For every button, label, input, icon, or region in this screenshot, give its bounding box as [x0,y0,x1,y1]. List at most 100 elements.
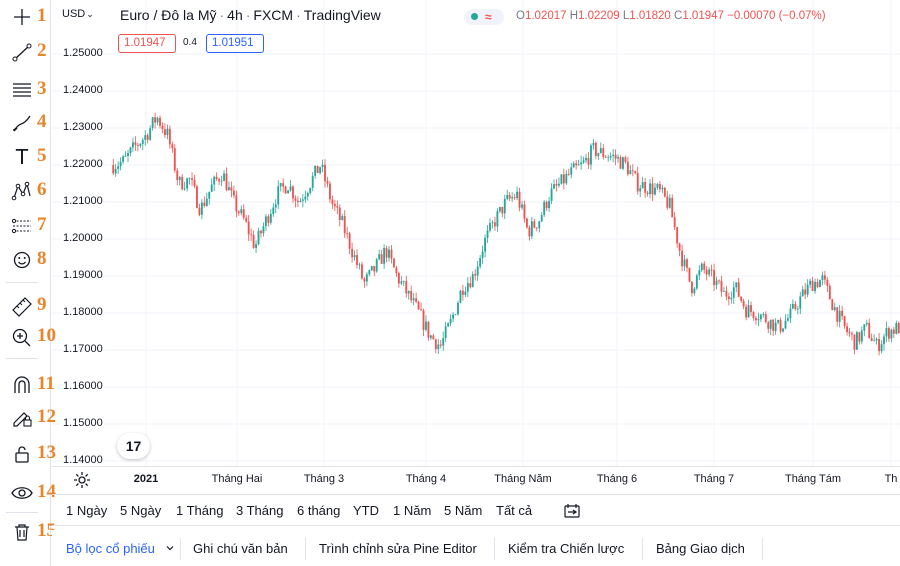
candle-body [262,226,265,234]
prediction-tool[interactable]: 7 [0,211,51,241]
bottom-panel-tabs: Bộ lọc cổ phiếu Ghi chú văn bản Trình chỉn… [52,530,900,566]
price-tick-label: 1.19000 [62,269,104,281]
range-button[interactable]: 3 Tháng [236,503,284,518]
candle-body [883,336,885,345]
candle-body [498,206,501,212]
candle-body [560,174,563,184]
time-tick-label: Tháng 3 [303,473,345,485]
price-scale[interactable]: 1.25000 1.24000 1.23000 1.22000 1.21000 1.200… [52,0,112,470]
candle-body [449,318,452,324]
candle-body [282,183,285,187]
range-button[interactable]: 5 Năm [444,503,483,518]
candle-body [129,147,132,153]
candle-body [390,249,393,259]
candle-body [767,322,770,329]
bottom-tab[interactable]: Ghi chú văn bản [193,541,288,556]
range-button[interactable]: 6 tháng [297,503,341,518]
candle-body [176,170,179,180]
candle-body [688,267,691,282]
candle-body [294,198,297,201]
interval-label: 4h [227,7,243,23]
bottom-tab[interactable]: Kiểm tra Chiến lược [508,541,625,556]
bottom-tab[interactable]: Bảng Giao dịch [656,541,745,556]
gear-icon[interactable] [72,470,92,490]
candle-body [535,227,538,229]
buy-price-button[interactable]: 1.01951 [206,34,264,53]
range-button[interactable]: 1 Năm [393,503,432,518]
text-tool[interactable]: T 5 [0,142,51,172]
candle-body [309,187,312,193]
candle-body [848,332,851,334]
candle-body [875,338,878,341]
price-tick-label: 1.16000 [62,380,104,392]
candle-body [873,340,876,342]
separator-dot: · [296,7,301,23]
emoji-tool[interactable]: 8 [0,245,51,275]
candle-body [181,176,184,190]
candle-body [698,270,701,276]
time-tick-label: Tháng Tám [784,473,842,485]
sell-price-button[interactable]: 1.01947 [118,34,176,53]
range-button[interactable]: 1 Ngày [66,503,108,518]
range-button[interactable]: 5 Ngày [120,503,162,518]
candle-body [146,135,149,140]
symbol-name: Euro / Đô la Mỹ [120,7,217,23]
candle-body [521,204,523,208]
candle-body [447,323,450,327]
candle-body [365,274,368,282]
candle-body [858,332,861,342]
candle-body [663,187,666,197]
candle-body [863,324,866,331]
candle-body [299,200,302,202]
magnet-tool[interactable]: 11 [0,370,55,400]
brush-tool[interactable]: 4 [0,108,51,138]
candle-body [437,344,440,350]
candle-body [491,222,494,224]
candle-body [304,196,307,200]
candle-body [661,187,664,190]
candle-body [415,298,418,302]
chevron-down-icon[interactable] [165,543,175,553]
candle-body [703,263,706,270]
tool-number: 14 [37,481,56,502]
symbol-title[interactable]: Euro / Đô la Mỹ · 4h · FXCM · TradingView [120,7,381,23]
time-scale[interactable]: 2021 Tháng Hai Tháng 3 Tháng 4 Tháng Năm Thán… [52,466,900,492]
candle-body [119,161,122,167]
range-button[interactable]: Tất cả [496,503,533,518]
tradingview-logo[interactable]: 17 [117,433,150,459]
bottom-tab[interactable]: Trình chỉnh sửa Pine Editor [319,541,477,556]
zoom-tool[interactable]: 10 [0,322,56,352]
lock-all-tool[interactable]: 13 [0,439,56,469]
candle-body [166,128,169,136]
trend-line-tool[interactable]: 2 [0,37,51,67]
currency-selector[interactable]: USD⌄ [62,8,94,20]
candle-body [375,259,378,272]
hide-drawings-tool[interactable]: 14 [0,478,56,508]
tool-number: 15 [37,520,56,541]
ruler-tool[interactable]: 9 [0,291,51,321]
candle-body [752,311,755,318]
range-button[interactable]: 1 Tháng [176,503,224,518]
candle-body [725,290,728,297]
fib-tool[interactable]: 3 [0,75,51,105]
candle-body [296,200,299,202]
pattern-tool[interactable]: 6 [0,176,51,206]
chevron-down-icon: ⌄ [86,9,94,19]
candle-body [587,157,590,165]
candle-body [526,218,528,228]
compare-range-icon[interactable] [562,502,582,520]
candle-body [193,179,196,187]
bottom-tab[interactable]: Bộ lọc cổ phiếu [66,541,155,556]
crosshair-tool[interactable]: 1 [0,2,51,32]
lock-drawing-tool[interactable]: 12 [0,403,56,433]
price-chart[interactable] [52,0,900,466]
range-button[interactable]: YTD [353,503,379,518]
remove-drawings-tool[interactable]: 15 [0,517,56,547]
candle-body [819,280,821,288]
candle-body [425,321,427,330]
market-status[interactable]: ≈ [464,9,504,25]
candle-body [203,202,206,206]
candle-body [311,175,314,188]
candle-body [466,283,469,292]
candle-body [604,156,607,158]
